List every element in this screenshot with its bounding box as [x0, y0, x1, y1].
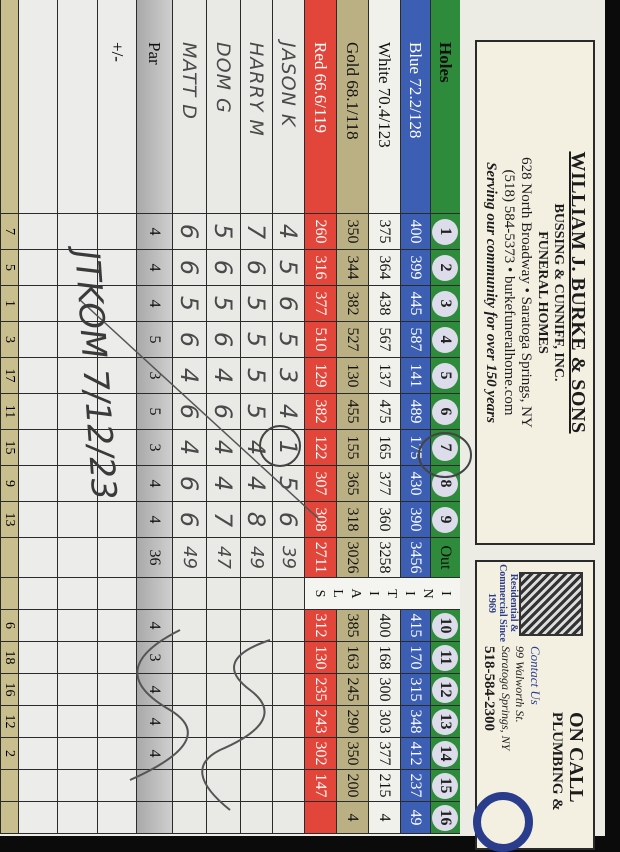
pen-line: [79, 299, 321, 521]
pen-scribble: [129, 629, 189, 781]
circled-hole-mark: [418, 432, 472, 478]
pen-scribble: [201, 639, 271, 811]
circled-score-mark: [259, 425, 301, 467]
